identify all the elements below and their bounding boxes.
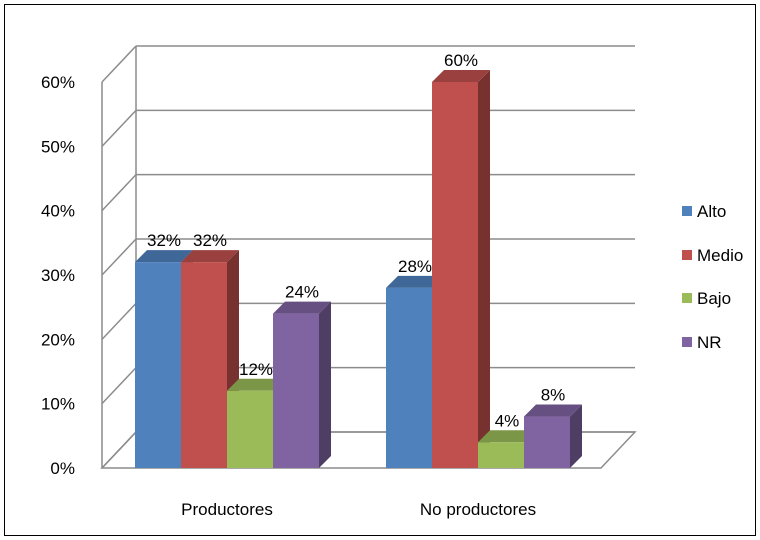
chart-svg: 0% 10% 20% 30% 40% 50% 60% 32% 32% 12% 24% 28% 60% 4… — [41, 45, 743, 519]
data-label: 28% — [398, 257, 432, 276]
data-label: 24% — [285, 283, 319, 302]
legend-swatch — [682, 206, 692, 216]
bar — [478, 442, 524, 468]
bar-top — [135, 250, 193, 263]
bar-top — [181, 250, 239, 263]
bar — [386, 287, 432, 468]
y-tick-label: 20% — [41, 330, 75, 349]
bar-top — [524, 404, 582, 417]
legend-swatch — [682, 250, 692, 260]
y-tick-label: 0% — [50, 459, 75, 478]
data-label: 32% — [147, 231, 181, 250]
y-axis: 0% 10% 20% 30% 40% 50% 60% — [41, 73, 75, 478]
bar-top — [432, 70, 490, 82]
legend-label: Bajo — [697, 289, 731, 308]
y-tick-label: 30% — [41, 266, 75, 285]
legend-swatch — [682, 293, 692, 303]
bar-side — [570, 404, 582, 468]
data-label: 12% — [239, 360, 273, 379]
chart-frame: 0% 10% 20% 30% 40% 50% 60% 32% 32% 12% 24% 28% 60% 4… — [4, 4, 756, 536]
bar-top — [227, 378, 285, 391]
gridline-side — [101, 109, 137, 147]
gridline-side — [101, 302, 137, 340]
bar — [181, 262, 227, 468]
gridline-side — [101, 431, 137, 469]
y-tick-label: 40% — [41, 202, 75, 221]
gridlines — [101, 45, 635, 469]
x-axis: Productores No productores — [181, 500, 536, 519]
x-category-label: Productores — [181, 500, 273, 519]
x-category-label: No productores — [420, 500, 536, 519]
legend: Alto Medio Bajo NR — [682, 202, 743, 352]
legend-label: Medio — [697, 246, 743, 265]
data-label: 60% — [444, 51, 478, 70]
data-label: 8% — [541, 386, 566, 405]
bar — [227, 390, 273, 468]
bar-top — [478, 430, 536, 443]
bar — [273, 313, 319, 468]
data-label: 4% — [495, 411, 520, 430]
data-label: 32% — [193, 231, 227, 250]
y-tick-label: 60% — [41, 73, 75, 92]
bar-side — [319, 301, 331, 468]
gridline-side — [101, 45, 137, 83]
y-tick-label: 10% — [41, 395, 75, 414]
bar — [524, 416, 570, 468]
bars — [135, 70, 582, 468]
gridline-side — [101, 174, 137, 212]
y-tick-label: 50% — [41, 137, 75, 156]
legend-swatch — [682, 337, 692, 347]
bar-side — [478, 70, 490, 468]
legend-label: Alto — [697, 202, 726, 221]
gridline-side — [101, 238, 137, 276]
bar — [432, 82, 478, 468]
bar — [135, 262, 181, 468]
data-labels: 32% 32% 12% 24% 28% 60% 4% 8% — [147, 51, 565, 430]
legend-label: NR — [697, 333, 722, 352]
bar-top — [273, 301, 331, 314]
bar-top — [386, 275, 444, 288]
gridline-side — [101, 367, 137, 405]
